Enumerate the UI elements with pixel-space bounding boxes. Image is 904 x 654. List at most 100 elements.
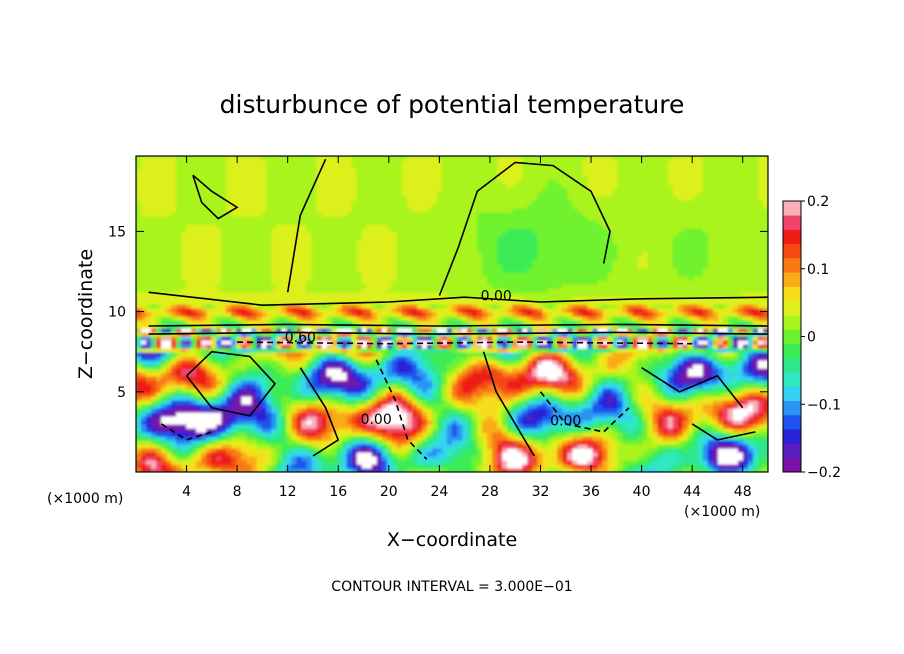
heatmap-cell <box>256 428 262 433</box>
heatmap-cell <box>577 460 584 465</box>
heatmap-cell <box>592 344 599 349</box>
heatmap-cell <box>346 396 353 401</box>
heatmap-cell <box>662 376 669 381</box>
heatmap-cell <box>336 440 343 445</box>
heatmap-cell <box>757 380 764 385</box>
heatmap-cell <box>361 408 368 413</box>
heatmap-cell <box>497 324 503 329</box>
heatmap-cell <box>622 328 629 333</box>
heatmap-cell <box>587 316 594 321</box>
heatmap-cell <box>246 328 252 333</box>
heatmap-cell <box>396 340 403 345</box>
heatmap-cell <box>166 344 172 349</box>
heatmap-cell <box>206 412 212 417</box>
heatmap-cell <box>406 408 413 413</box>
heatmap-cell <box>286 352 293 357</box>
heatmap-cell <box>211 444 217 449</box>
heatmap-cell <box>722 368 729 373</box>
heatmap-cell <box>166 452 172 457</box>
heatmap-cell <box>431 448 438 453</box>
heatmap-cell <box>251 468 257 472</box>
heatmap-cell <box>507 352 513 357</box>
heatmap-cell <box>401 312 408 317</box>
heatmap-cell <box>677 464 684 469</box>
heatmap-cell <box>381 412 388 417</box>
heatmap-cell <box>537 388 543 393</box>
heatmap-cell <box>241 348 247 353</box>
heatmap-cell <box>502 320 508 325</box>
heatmap-cell <box>276 420 283 425</box>
heatmap-cell <box>236 464 242 469</box>
heatmap-cell <box>301 376 308 381</box>
heatmap-cell <box>682 360 689 365</box>
heatmap-cell <box>351 384 358 389</box>
heatmap-cell <box>507 376 513 381</box>
heatmap-cell <box>351 436 358 441</box>
heatmap-cell <box>346 376 353 381</box>
heatmap-cell <box>321 412 328 417</box>
heatmap-cell <box>677 440 684 445</box>
heatmap-cell <box>311 440 318 445</box>
heatmap-cell <box>512 332 518 337</box>
heatmap-cell <box>256 376 262 381</box>
heatmap-cell <box>261 356 268 361</box>
heatmap-cell <box>176 428 182 433</box>
heatmap-cell <box>196 420 202 425</box>
heatmap-cell <box>482 412 488 417</box>
heatmap-cell <box>396 388 403 393</box>
heatmap-cell <box>712 464 719 469</box>
heatmap-cell <box>296 384 303 389</box>
heatmap-cell <box>512 392 518 397</box>
heatmap-cell <box>742 372 749 377</box>
heatmap-cell <box>517 328 523 333</box>
heatmap-cell <box>572 440 578 445</box>
heatmap-cell <box>457 364 463 369</box>
heatmap-cell <box>141 320 147 325</box>
heatmap-cell <box>256 464 262 469</box>
heatmap-cell <box>206 424 212 429</box>
heatmap-cell <box>366 460 373 465</box>
heatmap-cell <box>667 460 674 465</box>
heatmap-cell <box>457 352 463 357</box>
heatmap-cell <box>587 368 594 373</box>
heatmap-cell <box>582 428 589 433</box>
heatmap-cell <box>722 460 729 465</box>
heatmap-cell <box>707 392 714 397</box>
heatmap-cell <box>657 364 664 369</box>
heatmap-cell <box>587 352 594 357</box>
heatmap-cell <box>552 428 558 433</box>
heatmap-cell <box>256 316 262 321</box>
heatmap-cell <box>542 340 548 345</box>
heatmap-cell <box>351 356 358 361</box>
heatmap-cell <box>692 432 699 437</box>
heatmap-cell <box>632 344 639 349</box>
heatmap-cell <box>361 424 368 429</box>
heatmap-cell <box>692 416 699 421</box>
heatmap-cell <box>356 328 363 333</box>
heatmap-cell <box>567 336 573 341</box>
heatmap-cell <box>632 316 639 321</box>
heatmap-cell <box>261 456 268 461</box>
heatmap-cell <box>502 364 508 369</box>
heatmap-cell <box>436 416 443 421</box>
heatmap-cell <box>597 456 604 461</box>
heatmap-cell <box>321 320 328 325</box>
heatmap-cell <box>567 424 573 429</box>
heatmap-cell <box>306 404 313 409</box>
heatmap-cell <box>622 384 629 389</box>
heatmap-cell <box>707 428 714 433</box>
heatmap-cell <box>431 404 438 409</box>
heatmap-cell <box>557 432 563 437</box>
heatmap-cell <box>171 468 177 472</box>
heatmap-cell <box>281 428 288 433</box>
heatmap-cell <box>472 364 478 369</box>
heatmap-cell <box>557 328 563 333</box>
heatmap-cell <box>527 388 533 393</box>
heatmap-cell <box>737 452 744 457</box>
heatmap-cell <box>396 444 403 449</box>
heatmap-cell <box>657 412 664 417</box>
heatmap-cell <box>266 312 273 317</box>
heatmap-cell <box>336 388 343 393</box>
heatmap-cell <box>682 384 689 389</box>
heatmap-cell <box>291 396 298 401</box>
